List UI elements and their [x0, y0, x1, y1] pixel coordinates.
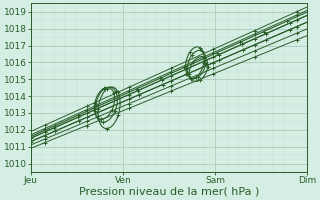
X-axis label: Pression niveau de la mer( hPa ): Pression niveau de la mer( hPa ) [79, 187, 259, 197]
